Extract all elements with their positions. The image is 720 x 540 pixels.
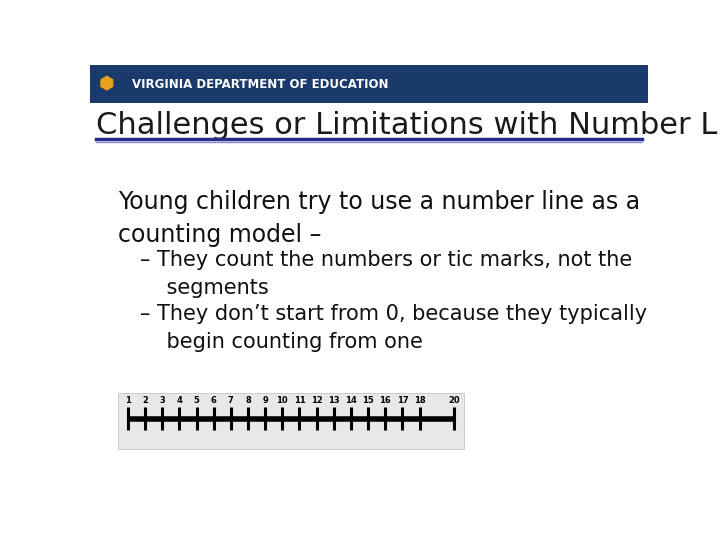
Text: 2: 2 xyxy=(142,396,148,405)
Bar xyxy=(118,393,464,449)
Text: VIRGINIA DEPARTMENT OF EDUCATION: VIRGINIA DEPARTMENT OF EDUCATION xyxy=(132,78,388,91)
Text: 17: 17 xyxy=(397,396,408,405)
Text: – They don’t start from 0, because they typically
    begin counting from one: – They don’t start from 0, because they … xyxy=(140,304,647,352)
Text: 11: 11 xyxy=(294,396,305,405)
Text: 5: 5 xyxy=(194,396,199,405)
Text: Young children try to use a number line as a
counting model –: Young children try to use a number line … xyxy=(118,190,640,247)
Text: 1: 1 xyxy=(125,396,131,405)
Text: 6: 6 xyxy=(211,396,217,405)
Text: – They count the numbers or tic marks, not the
    segments: – They count the numbers or tic marks, n… xyxy=(140,250,632,298)
Text: 10: 10 xyxy=(276,396,288,405)
Text: 16: 16 xyxy=(379,396,391,405)
Text: 18: 18 xyxy=(414,396,426,405)
Text: 14: 14 xyxy=(345,396,357,405)
Text: 3: 3 xyxy=(159,396,165,405)
Text: 4: 4 xyxy=(176,396,182,405)
Text: 15: 15 xyxy=(362,396,374,405)
Text: Challenges or Limitations with Number Lines: Challenges or Limitations with Number Li… xyxy=(96,111,720,140)
Text: 8: 8 xyxy=(245,396,251,405)
Text: 7: 7 xyxy=(228,396,234,405)
Text: ⬢: ⬢ xyxy=(99,75,114,93)
Text: 13: 13 xyxy=(328,396,340,405)
Text: 9: 9 xyxy=(262,396,268,405)
Text: 12: 12 xyxy=(311,396,323,405)
Bar xyxy=(90,65,648,104)
Text: 20: 20 xyxy=(448,396,459,405)
